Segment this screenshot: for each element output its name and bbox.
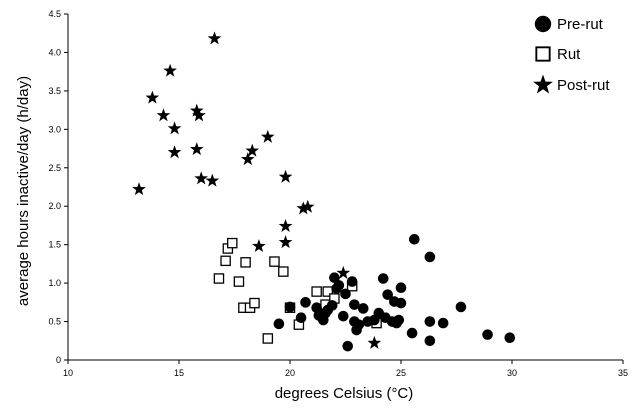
pre-rut-point [482, 329, 493, 340]
x-tick-label: 35 [618, 368, 628, 378]
post-rut-point [189, 103, 204, 117]
y-tick-label: 1.0 [48, 278, 61, 288]
x-tick-label: 15 [174, 368, 184, 378]
post-rut-point [252, 239, 266, 253]
post-rut-point [336, 265, 351, 279]
post-rut-point [278, 235, 293, 249]
x-tick-label: 25 [396, 368, 406, 378]
post-rut-point [367, 335, 382, 349]
post-rut-point [278, 219, 293, 233]
data-points [132, 31, 516, 352]
pre-rut-point [437, 317, 449, 329]
post-rut-point [194, 171, 209, 185]
pre-rut-point [424, 316, 436, 327]
pre-rut-point [337, 310, 349, 322]
pre-rut-point [424, 251, 436, 263]
pre-rut-point [377, 273, 389, 284]
post-rut-point [145, 90, 160, 104]
post-rut-point [245, 143, 260, 157]
pre-rut-point [346, 276, 358, 287]
pre-rut-point [406, 327, 418, 339]
post-rut-point [167, 145, 182, 159]
rut-point [249, 297, 260, 309]
y-tick-label: 2.0 [48, 201, 61, 211]
post-rut-point [156, 108, 171, 122]
legend: Pre-rut Rut Post-rut [533, 15, 610, 94]
pre-rut-point [340, 288, 351, 300]
post-rut-point [192, 108, 206, 122]
rut-point [220, 255, 231, 267]
y-axis-title: average hours inactive/day (h/day) [15, 76, 32, 306]
legend-post-rut-marker [533, 74, 553, 94]
post-rut-point [163, 63, 177, 77]
pre-rut-point [395, 297, 407, 309]
legend-label: Post-rut [557, 77, 610, 94]
legend-label: Rut [557, 46, 581, 63]
series-pre-rut [273, 233, 516, 352]
pre-rut-point [409, 233, 420, 245]
post-rut-point [260, 129, 275, 143]
rut-point [262, 333, 274, 344]
pre-rut-point [504, 332, 516, 344]
pre-rut-point [295, 312, 307, 324]
post-rut-point [167, 121, 182, 135]
y-tick-label: 3.5 [48, 86, 61, 96]
pre-rut-point [333, 280, 345, 291]
y-tick-label: 1.5 [48, 240, 61, 250]
axes: 10 15 20 25 30 35 0 0.5 1.0 1.5 2.0 2.5 3.0 3.5 4.0 4.5 [48, 9, 628, 378]
legend-pre-rut-marker [534, 15, 552, 33]
rut-point [227, 237, 238, 249]
pre-rut-point [273, 318, 285, 330]
post-rut-point [278, 169, 293, 183]
pre-rut-point [353, 319, 365, 330]
pre-rut-point [455, 301, 467, 313]
y-tick-label: 4.0 [48, 47, 61, 57]
legend-label: Pre-rut [557, 16, 604, 33]
pre-rut-point [357, 303, 369, 314]
rut-point [311, 286, 322, 297]
post-rut-point [300, 199, 315, 213]
post-rut-point [296, 201, 311, 215]
post-rut-point [207, 31, 222, 45]
y-tick-label: 4.5 [48, 9, 61, 19]
pre-rut-point [300, 297, 311, 308]
post-rut-point [240, 152, 255, 166]
rut-point [269, 256, 280, 267]
post-rut-point [132, 182, 146, 196]
x-tick-label: 10 [63, 368, 73, 378]
y-tick-label: 0 [56, 355, 61, 365]
legend-rut-marker [535, 46, 551, 62]
rut-point [278, 266, 289, 277]
pre-rut-point [382, 289, 393, 300]
pre-rut-point [329, 272, 340, 284]
rut-point [213, 273, 225, 284]
rut-point [240, 257, 251, 268]
rut-point [233, 276, 245, 287]
post-rut-point [205, 173, 220, 187]
pre-rut-point [395, 282, 407, 294]
pre-rut-point [349, 299, 360, 310]
pre-rut-point [284, 301, 296, 313]
y-tick-label: 2.5 [48, 163, 61, 173]
pre-rut-point [326, 300, 338, 311]
series-post-rut [132, 31, 382, 349]
pre-rut-point [342, 340, 354, 352]
post-rut-point [189, 142, 204, 156]
pre-rut-point [393, 314, 405, 326]
y-tick-label: 3.0 [48, 124, 61, 134]
y-tick-label: 0.5 [48, 317, 61, 327]
x-tick-label: 30 [507, 368, 517, 378]
x-tick-label: 20 [285, 368, 295, 378]
x-axis-title: degrees Celsius (°C) [275, 385, 414, 402]
pre-rut-point [424, 335, 436, 347]
